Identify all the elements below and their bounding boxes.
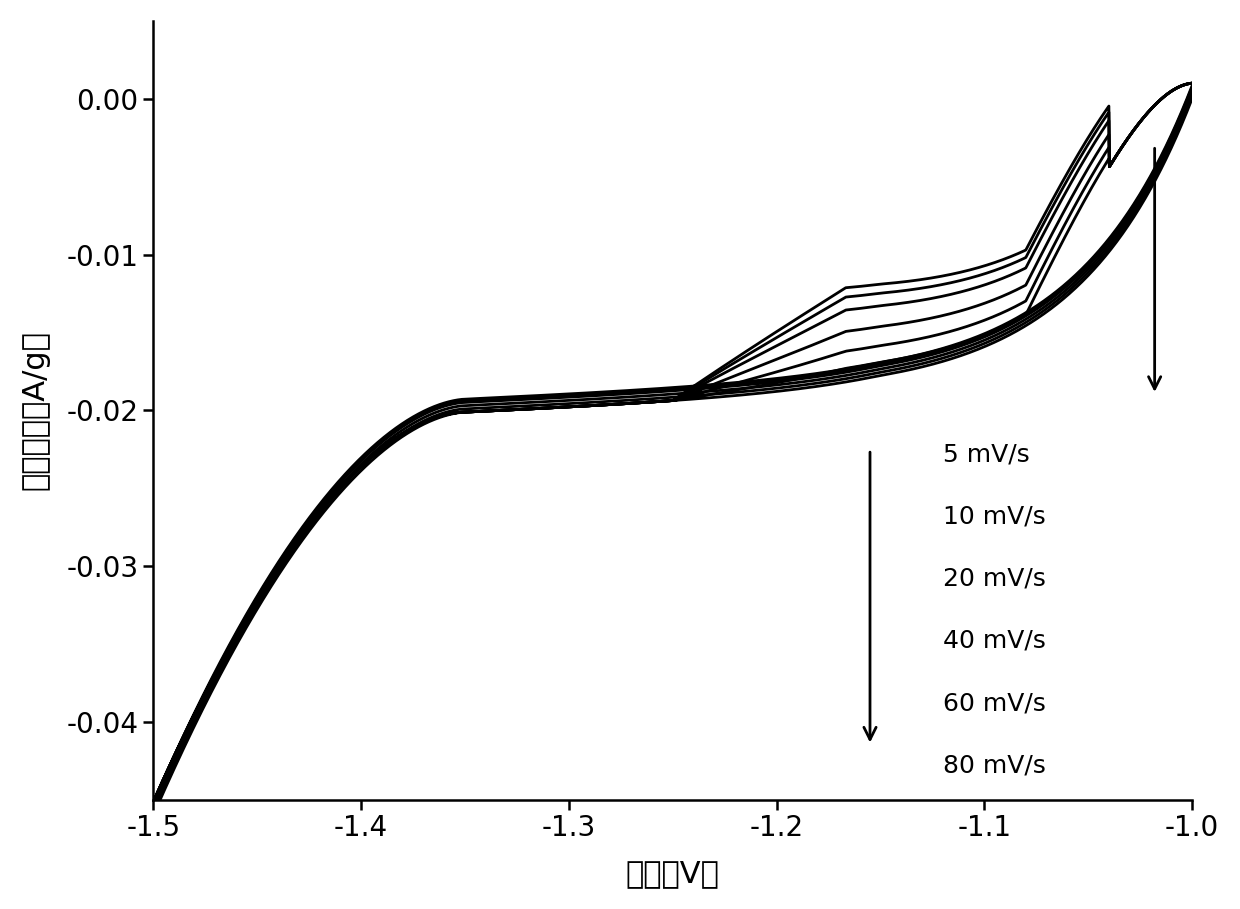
X-axis label: 电位（V）: 电位（V） [626,859,719,888]
Text: 40 mV/s: 40 mV/s [942,629,1045,653]
Text: 5 mV/s: 5 mV/s [942,442,1029,466]
Text: 10 mV/s: 10 mV/s [942,504,1045,528]
Text: 80 mV/s: 80 mV/s [942,754,1045,777]
Text: 60 mV/s: 60 mV/s [942,692,1045,715]
Text: 20 mV/s: 20 mV/s [942,566,1045,591]
Y-axis label: 电流密度（A/g）: 电流密度（A/g） [21,331,50,490]
